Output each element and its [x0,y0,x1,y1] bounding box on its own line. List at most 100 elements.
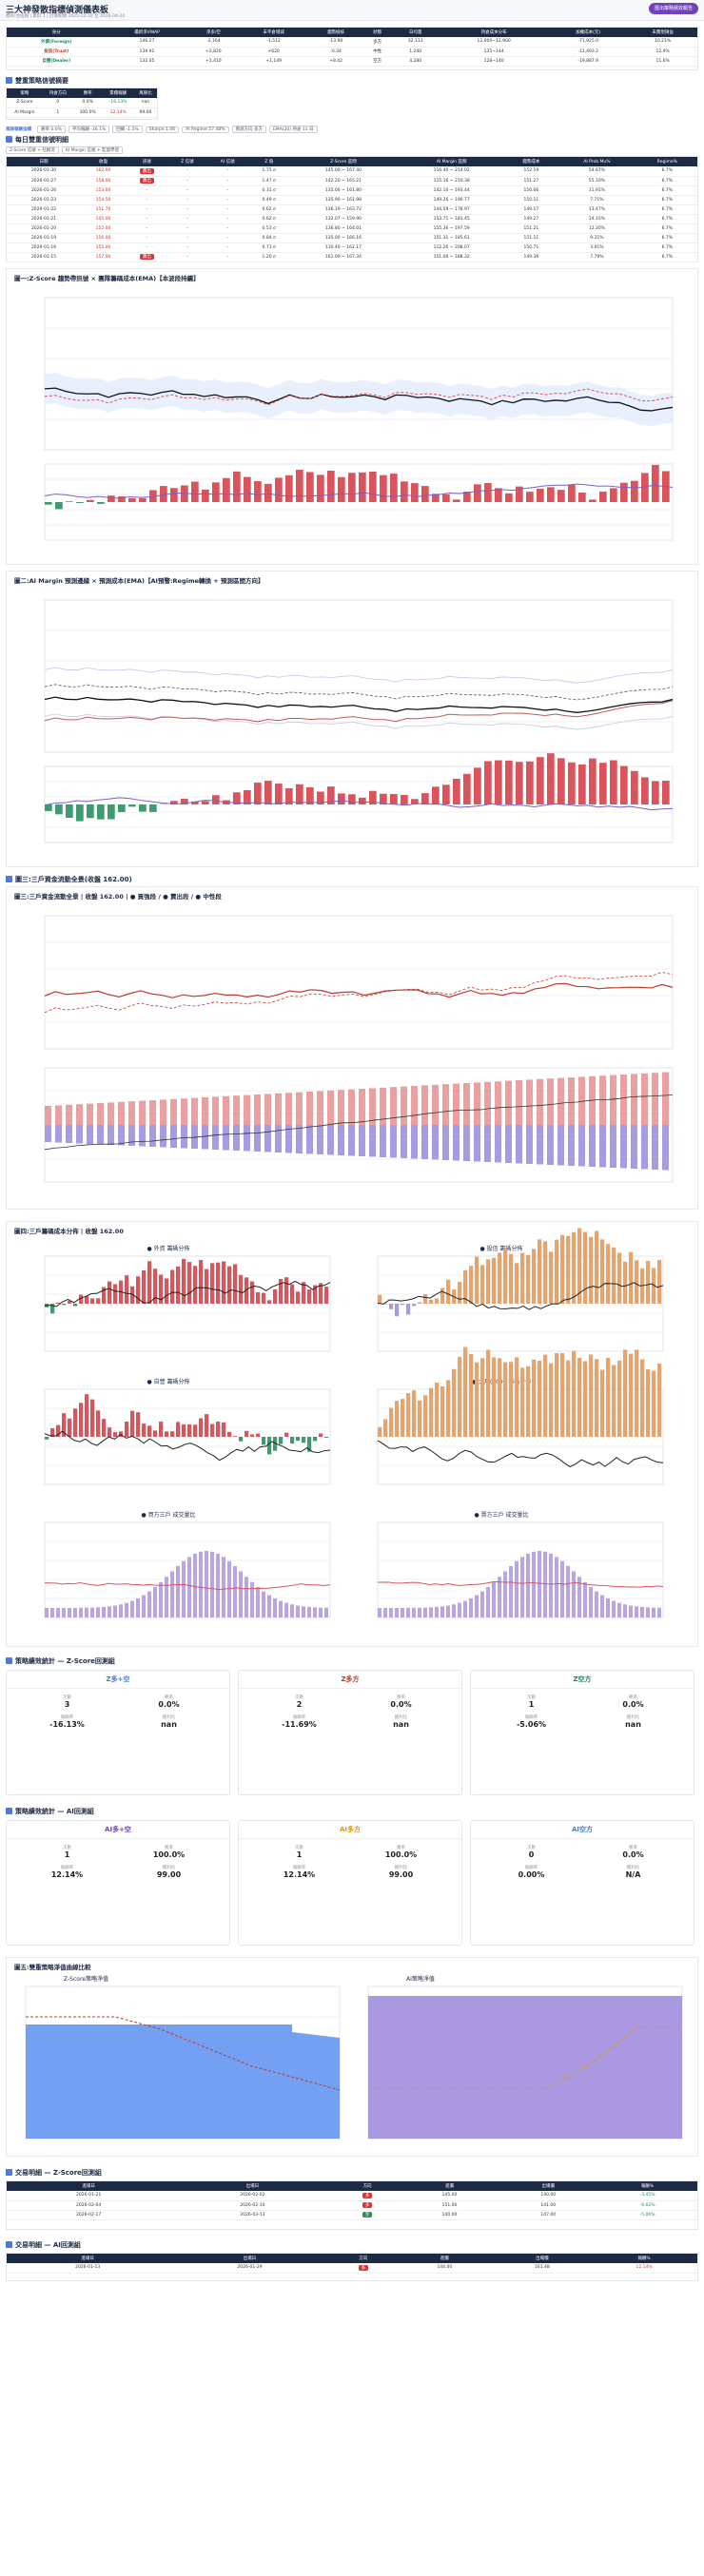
signals-header-cell: Z 信號 [167,157,207,166]
signal-cell: 145.00 [81,214,127,224]
metric-pill: 回撤 -1.5% [112,126,143,133]
dist-bar [640,1359,645,1437]
stat-label: 勝率 [397,1846,405,1850]
summary-row: 外資(Foreign) 146.27 -2,164 -1,512 -13.90 多方 32,… [7,37,697,48]
dist-bar [429,1387,434,1437]
flow-icon [6,876,12,882]
signal-cell: 142.20 ~ 165.21 [289,176,398,186]
buy-bar [327,1090,334,1125]
dist-bar [313,1437,318,1442]
strategy-cell: 1 [42,107,73,118]
flow-bar [631,480,638,502]
sell-bar [453,1125,460,1161]
margin-bar [578,764,586,804]
stat-card-title: AI多方 [239,1821,461,1839]
flow-bar [505,493,513,502]
dist-bar [475,1256,479,1304]
dist-bar [435,1383,440,1437]
sell-bar [631,1125,637,1169]
margin-bar [411,799,419,804]
buy-bar [568,1077,575,1125]
dist-bar [85,1394,89,1437]
margin-bar [537,757,544,804]
margin-bar [359,797,366,804]
signals-header-cell: 趨勢成本 [505,157,557,166]
stat-label: 次數 [527,1846,536,1850]
margin-bar [526,761,534,804]
strategy-cell: 12.14% [102,107,134,118]
strategy-header-cell: 勝率 [72,88,103,98]
signal-tabs[interactable]: Z-Score 信號 + 社群流 AI Margin 信號 + 監督學習 [6,146,126,154]
buy-bar [264,1094,271,1125]
vol-bar [595,1591,598,1617]
summary-header-cell: 淨多/空 [187,28,240,37]
stat-value: nan [393,1720,409,1729]
margin-bar [453,778,460,804]
z-long-line [26,2016,341,2091]
signal-cell: 149.27 [505,214,557,224]
flow-bar [212,482,220,502]
dist-bar [199,1418,204,1437]
dist-bar [492,1257,497,1304]
strategy-cell: nan [133,98,157,108]
margin-bar [568,762,576,804]
trade-header-cell: 出場價 [493,2254,592,2263]
signal-cell: 151.31 ~ 185.61 [397,233,506,243]
margin-bar [55,804,63,815]
signal-cell: - [126,242,168,253]
signal-tab[interactable]: Z-Score 信號 + 社群流 [6,146,59,154]
signal-cell: - [167,214,207,224]
dist-bar [440,1385,445,1437]
sell-bar [620,1125,627,1169]
vol-bar [108,1606,111,1617]
vol-bar [435,1606,439,1617]
signal-cell: - [126,185,168,196]
vol-bar [165,1577,168,1617]
margin-bar [202,801,209,804]
vol-bar [475,1595,479,1617]
flow-bar [401,481,408,502]
signal-cell: 0.49 σ [248,195,290,205]
stat-card-title: Z多+空 [7,1671,229,1689]
trade-cell: 2026-01-21 [7,2191,171,2201]
trades-ai-table: 進場日 出場日 方向 進價 出場價 報酬% 2026-01-13 2026-01-29 多 144… [6,2253,698,2281]
strategy-cell: 100.0% [72,107,103,118]
vol-bar [284,1602,288,1617]
trade-cell: 161.48 [493,2263,592,2274]
margin-bar [97,804,105,820]
vol-bar [452,1604,456,1617]
dist-bar [142,1269,147,1304]
flow-bar [264,483,272,502]
buy-bar [97,1103,104,1125]
strategy-cell: 99.00 [133,107,157,118]
dist-bar [606,1244,611,1304]
stat-card: Z多方 次數 2 勝率 0.0% 報酬率 -11.69% 獲利比 nan [238,1670,462,1795]
vol-bar [440,1606,444,1617]
metrics-line: 風險報酬指標 勝率 0.0% 平均報酬 -16.1% 回撤 -1.5% Sharpe 1… [6,126,698,133]
signal-cell: 0.62 σ [248,204,290,215]
signal-cell: 6.7% [636,204,697,215]
signal-cell: - [126,195,168,205]
dist-line [377,1282,664,1310]
dist-bar [515,1357,519,1437]
dist-bar [239,1437,244,1442]
sell-bar [55,1125,62,1143]
vol-bar [526,1553,530,1617]
summary-header-cell: 未實現損益 [628,28,697,37]
margin-bar [432,786,440,804]
signal-cell: - [167,252,207,262]
stat-label: 勝率 [397,1695,405,1700]
margin-bar [589,758,596,804]
dist-bar [458,1282,462,1304]
dist-bar [50,1304,55,1314]
summary-cell: 11.6% [628,56,697,67]
signal-cell: 150.66 [505,185,557,196]
export-report-button[interactable]: 匯出策略績效報告 [648,3,698,14]
trade-cell: -5.06% [597,2210,697,2220]
dist-bar [401,1399,405,1437]
stat-value: -5.06% [516,1720,547,1729]
metric-pill: AI Regime 57.48% [182,126,229,133]
vol-bar [68,1607,71,1617]
signal-tab[interactable]: AI Margin 信號 + 監督學習 [61,146,124,154]
plot-frame [44,915,674,1050]
